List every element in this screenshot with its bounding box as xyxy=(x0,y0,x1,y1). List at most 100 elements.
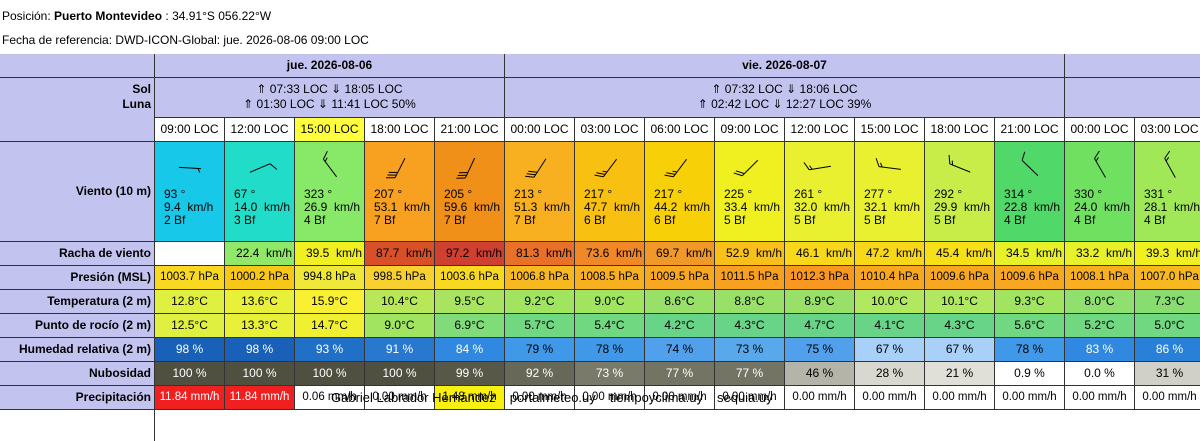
precipitation-cell: 0.00 mm/h xyxy=(995,386,1065,410)
wind-cell: 277 ° 32.1 km/h 5 Bf xyxy=(855,142,925,242)
cloud-cell: 77 % xyxy=(715,362,785,386)
hour-cell: 12:00 LOC xyxy=(785,118,855,142)
cloud-cell: 31 % xyxy=(1135,362,1200,386)
wind-dir: 330 ° xyxy=(1074,187,1103,201)
pressure-cell: 1007.0 hPa xyxy=(1135,266,1200,290)
wind-speed: 29.9 km/h xyxy=(934,200,991,214)
precipitation-cell: 0.00 mm/h xyxy=(785,386,855,410)
cloud-cell: 100 % xyxy=(155,362,225,386)
position-label: Posición: xyxy=(2,9,51,23)
precipitation-cell: 0.00 mm/h xyxy=(1065,386,1135,410)
wind-label: Viento (10 m) xyxy=(0,142,155,242)
cloud-cell: 100 % xyxy=(295,362,365,386)
humidity-label: Humedad relativa (2 m) xyxy=(0,338,155,362)
cloud-cell: 77 % xyxy=(645,362,715,386)
hour-cell: 03:00 LOC xyxy=(1135,118,1200,142)
wind-speed: 47.7 km/h xyxy=(584,200,641,214)
humidity-cell: 67 % xyxy=(855,338,925,362)
wind-cell: 292 ° 29.9 km/h 5 Bf xyxy=(925,142,995,242)
wind-text: 207 ° 53.1 km/h 7 Bf xyxy=(374,188,430,227)
hour-cell: 00:00 LOC xyxy=(505,118,575,142)
wind-text: 67 ° 14.0 km/h 3 Bf xyxy=(234,188,290,227)
wind-barb xyxy=(594,158,618,178)
wind-barb xyxy=(525,158,547,178)
wind-barb-icon xyxy=(664,158,688,178)
temperature-cell: 9.0°C xyxy=(575,290,645,314)
wind-cell: 207 ° 53.1 km/h 7 Bf xyxy=(365,142,435,242)
precipitation-label: Precipitación xyxy=(0,386,155,410)
forecast-table: Sol Luna Viento (10 m) Racha de viento Presi… xyxy=(0,54,1200,441)
precipitation-cell: 0.00 mm/h xyxy=(925,386,995,410)
wind-barb xyxy=(1021,151,1039,177)
wind-text: 330 ° 24.0 km/h 4 Bf xyxy=(1074,188,1130,227)
wind-barb xyxy=(664,158,688,178)
temperature-cell: 8.6°C xyxy=(645,290,715,314)
humidity-cell: 78 % xyxy=(995,338,1065,362)
hour-cell: 21:00 LOC xyxy=(435,118,505,142)
pressure-cell: 1009.6 hPa xyxy=(925,266,995,290)
wind-bf: 4 Bf xyxy=(1004,213,1026,227)
credit-site1: portalmeteo.uy xyxy=(509,390,596,405)
wind-cell: 261 ° 32.0 km/h 5 Bf xyxy=(785,142,855,242)
dewpoint-cell: 5.7°C xyxy=(505,314,575,338)
pressure-cell: 1009.5 hPa xyxy=(645,266,715,290)
humidity-cell: 79 % xyxy=(505,338,575,362)
temperature-cell: 8.0°C xyxy=(1065,290,1135,314)
wind-text: 205 ° 59.6 km/h 7 Bf xyxy=(444,188,500,227)
precipitation-cell: 11.84 mm/h xyxy=(225,386,295,410)
hour-cell: 18:00 LOC xyxy=(925,118,995,142)
wind-speed: 53.1 km/h xyxy=(374,200,431,214)
gust-cell: 39.3 km/h xyxy=(1135,242,1200,266)
dewpoint-cell: 12.5°C xyxy=(155,314,225,338)
temperature-label: Temperatura (2 m) xyxy=(0,290,155,314)
wind-speed: 33.4 km/h xyxy=(724,200,781,214)
humidity-cell: 75 % xyxy=(785,338,855,362)
wind-barb-icon xyxy=(456,157,476,179)
temperature-cell: 15.9°C xyxy=(295,290,365,314)
wind-barb-icon xyxy=(386,157,406,179)
cloud-cell: 100 % xyxy=(365,362,435,386)
wind-text: 93 ° 9.4 km/h 2 Bf xyxy=(164,188,213,227)
precipitation-cell: 0.00 mm/h xyxy=(505,386,575,410)
wind-speed: 44.2 km/h xyxy=(654,200,711,214)
dewpoint-cell: 5.0°C xyxy=(1135,314,1200,338)
gust-cell: 69.7 km/h xyxy=(645,242,715,266)
corner-cell xyxy=(0,54,155,78)
gust-cell: 47.2 km/h xyxy=(855,242,925,266)
cloud-cell: 99 % xyxy=(435,362,505,386)
wind-barb xyxy=(803,162,831,171)
moon-times: ⇑ 01:30 LOC ⇓ 11:41 LOC 50% xyxy=(243,97,416,111)
pressure-cell: 1008.5 hPa xyxy=(575,266,645,290)
humidity-cell: 98 % xyxy=(225,338,295,362)
pressure-label: Presión (MSL) xyxy=(0,266,155,290)
reference-line: Fecha de referencia: DWD-ICON-Global: ju… xyxy=(2,33,369,47)
gust-cell: 39.5 km/h xyxy=(295,242,365,266)
wind-text: 314 ° 22.8 km/h 4 Bf xyxy=(1004,188,1060,227)
pressure-cell: 1006.8 hPa xyxy=(505,266,575,290)
wind-barb xyxy=(1094,150,1106,178)
hour-cell: 21:00 LOC xyxy=(995,118,1065,142)
dewpoint-cell: 14.7°C xyxy=(295,314,365,338)
wind-barb xyxy=(875,158,901,170)
wind-speed: 59.6 km/h xyxy=(444,200,501,214)
wind-text: 277 ° 32.1 km/h 5 Bf xyxy=(864,188,920,227)
wind-barb-icon xyxy=(1164,150,1176,178)
dewpoint-cell: 4.3°C xyxy=(925,314,995,338)
precipitation-cell: 0.00 mm/h xyxy=(645,386,715,410)
wind-bf: 3 Bf xyxy=(234,213,256,227)
wind-bf: 7 Bf xyxy=(514,213,536,227)
wind-cell: 217 ° 44.2 km/h 6 Bf xyxy=(645,142,715,242)
dewpoint-cell: 4.2°C xyxy=(645,314,715,338)
wind-bf: 4 Bf xyxy=(1144,213,1166,227)
cloud-cell: 92 % xyxy=(505,362,575,386)
gust-cell: 87.7 km/h xyxy=(365,242,435,266)
wind-barb xyxy=(322,150,338,178)
hour-cell: 15:00 LOC xyxy=(295,118,365,142)
gust-cell: 52.9 km/h xyxy=(715,242,785,266)
gust-cell xyxy=(155,242,225,266)
astro-cell: ⇑ 07:33 LOC ⇓ 18:05 LOC ⇑ 01:30 LOC ⇓ 11:… xyxy=(155,78,505,118)
hour-cell: 09:00 LOC xyxy=(155,118,225,142)
wind-text: 217 ° 44.2 km/h 6 Bf xyxy=(654,188,710,227)
wind-cell: 330 ° 24.0 km/h 4 Bf xyxy=(1065,142,1135,242)
temperature-cell: 9.2°C xyxy=(505,290,575,314)
